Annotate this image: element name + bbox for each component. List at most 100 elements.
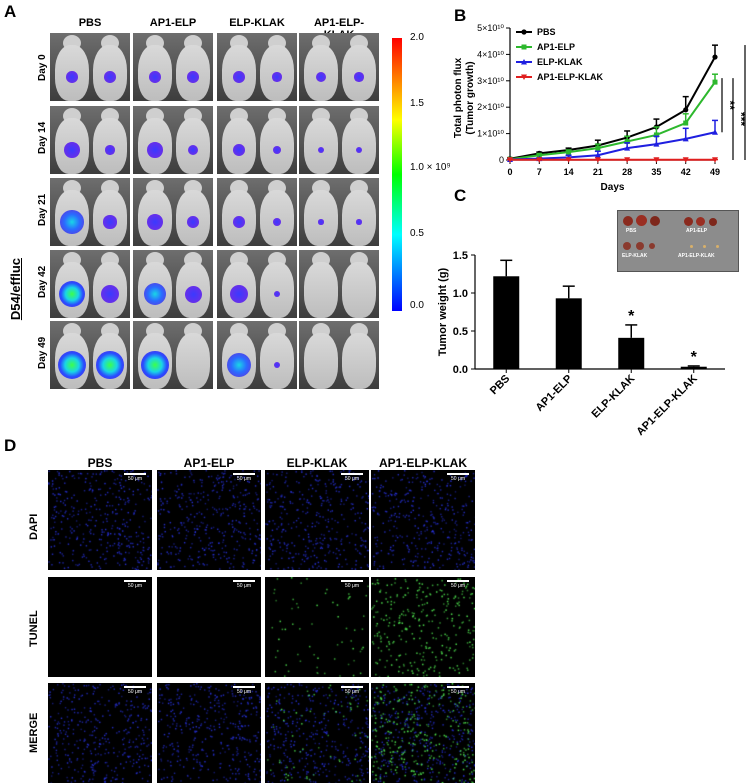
colorbar-tick-label: 0.5 [410, 228, 424, 239]
bar [680, 366, 707, 369]
micrograph-pixels [265, 470, 369, 570]
significance-stars: *** [734, 112, 748, 126]
colorbar [392, 38, 402, 311]
tumor-specimen [690, 245, 693, 248]
significance-star: * [628, 308, 635, 325]
bioluminescence-signal [233, 71, 245, 83]
micrograph-pixels [48, 577, 152, 677]
data-point [712, 54, 718, 60]
micrograph-pixels [371, 577, 475, 677]
scale-bar-label: 50 μm [128, 689, 142, 695]
data-point [595, 145, 601, 151]
legend-label: AP1-ELP-KLAK [537, 72, 604, 82]
micrograph-pixels [48, 470, 152, 570]
mouse-body [176, 333, 210, 389]
bioluminescence-signal [318, 219, 324, 225]
mouse-body [342, 333, 376, 389]
scale-bar-line [233, 580, 255, 582]
micrograph-cell: 50 μm [48, 470, 152, 570]
micrograph-pixels [157, 577, 261, 677]
colorbar-tick-label: 2.0 [410, 32, 424, 43]
panel-d-label: D [4, 436, 17, 455]
bioluminescence-signal [229, 284, 249, 304]
x-tick-label: 0 [507, 167, 512, 177]
mouse-image-cell [50, 106, 130, 174]
inset-label-pbs: PBS [626, 228, 637, 234]
scale-bar-label: 50 μm [345, 689, 359, 695]
scale-bar: 50 μm [233, 686, 255, 695]
bioluminescence-signal [187, 144, 199, 156]
bar [555, 298, 582, 369]
y-tick-label: 2×10¹⁰ [477, 102, 504, 112]
scale-bar-label: 50 μm [451, 476, 465, 482]
bioluminescence-signal [141, 351, 169, 379]
data-point [565, 157, 572, 163]
scale-bar-line [233, 686, 255, 688]
legend-marker [521, 74, 527, 80]
micrograph-cell: 50 μm [371, 683, 475, 783]
bioluminescence-signal [184, 285, 202, 303]
panel-a-col-header: ELP-KLAK [229, 17, 285, 29]
bioluminescence-signal [66, 71, 78, 83]
mouse-image-cell [299, 33, 379, 101]
bioluminescence-signal [355, 146, 363, 154]
data-point [624, 139, 630, 145]
scale-bar-label: 50 μm [451, 583, 465, 589]
scale-bar: 50 μm [124, 686, 146, 695]
series-line [509, 131, 716, 161]
y-tick-label: 5×10¹⁰ [477, 23, 504, 33]
significance-stars: *** [746, 96, 753, 110]
y-tick-label: 1.5 [453, 250, 468, 262]
mouse-body [304, 262, 338, 318]
bioluminescence-signal [57, 350, 87, 380]
inset-label-elp-klak: ELP-KLAK [622, 253, 648, 259]
mouse-image-cell [50, 178, 130, 246]
bioluminescence-signal [100, 284, 120, 304]
panel-d-col-header: AP1-ELP [183, 456, 235, 470]
mouse-image-cell [133, 178, 213, 246]
bioluminescence-signal [147, 142, 163, 158]
micrograph-pixels [48, 683, 152, 783]
scale-bar-line [341, 473, 363, 475]
mouse-body [260, 262, 294, 318]
scale-bar-label: 50 μm [345, 583, 359, 589]
data-point [507, 157, 513, 163]
bioluminescence-signal [149, 71, 161, 83]
scale-bar-line [341, 686, 363, 688]
micrograph-cell: 50 μm [157, 683, 261, 783]
micrograph-cell: 50 μm [157, 470, 261, 570]
mouse-image-cell [133, 321, 213, 389]
bioluminescence-signal [187, 216, 199, 228]
scale-bar: 50 μm [447, 473, 469, 482]
x-tick-label: 49 [710, 167, 720, 177]
data-point [594, 152, 601, 158]
micrograph-cell: 50 μm [48, 683, 152, 783]
tumor-growth-line-chart: 0 1×10¹⁰ 2×10¹⁰ 3×10¹⁰ 4×10¹⁰ 5×10¹⁰ 0 7 14 21 28 3… [453, 23, 753, 193]
bioluminescence-signal [105, 145, 115, 155]
scale-bar-label: 50 μm [237, 476, 251, 482]
bioluminescence-signal [147, 214, 163, 230]
cell-line-label: D54/effluc [8, 258, 23, 321]
bioluminescence-signal [356, 219, 362, 225]
data-point [682, 135, 689, 142]
scale-bar: 50 μm [341, 473, 363, 482]
micrograph-cell: 50 μm [371, 470, 475, 570]
mouse-image-cell [50, 321, 130, 389]
data-point [683, 107, 689, 113]
scale-bar-label: 50 μm [237, 583, 251, 589]
bioluminescence-signal [272, 72, 282, 82]
panel-d-col-header: ELP-KLAK [286, 456, 348, 470]
panel-d-row-label: DAPI [28, 513, 40, 540]
data-point [712, 129, 718, 135]
y-axis-title: Tumor weight (g) [437, 267, 449, 356]
y-axis-title: Total photon flux(Tumor growth) [453, 57, 476, 138]
micrograph-pixels [371, 683, 475, 783]
mouse-body [342, 262, 376, 318]
scale-bar-line [124, 686, 146, 688]
micrograph-pixels [265, 577, 369, 677]
bioluminescence-signal [315, 71, 327, 83]
significance-star: * [691, 349, 698, 366]
data-point [566, 149, 572, 155]
panel-a-row-label: Day 21 [37, 193, 48, 226]
scale-bar-label: 50 μm [451, 689, 465, 695]
